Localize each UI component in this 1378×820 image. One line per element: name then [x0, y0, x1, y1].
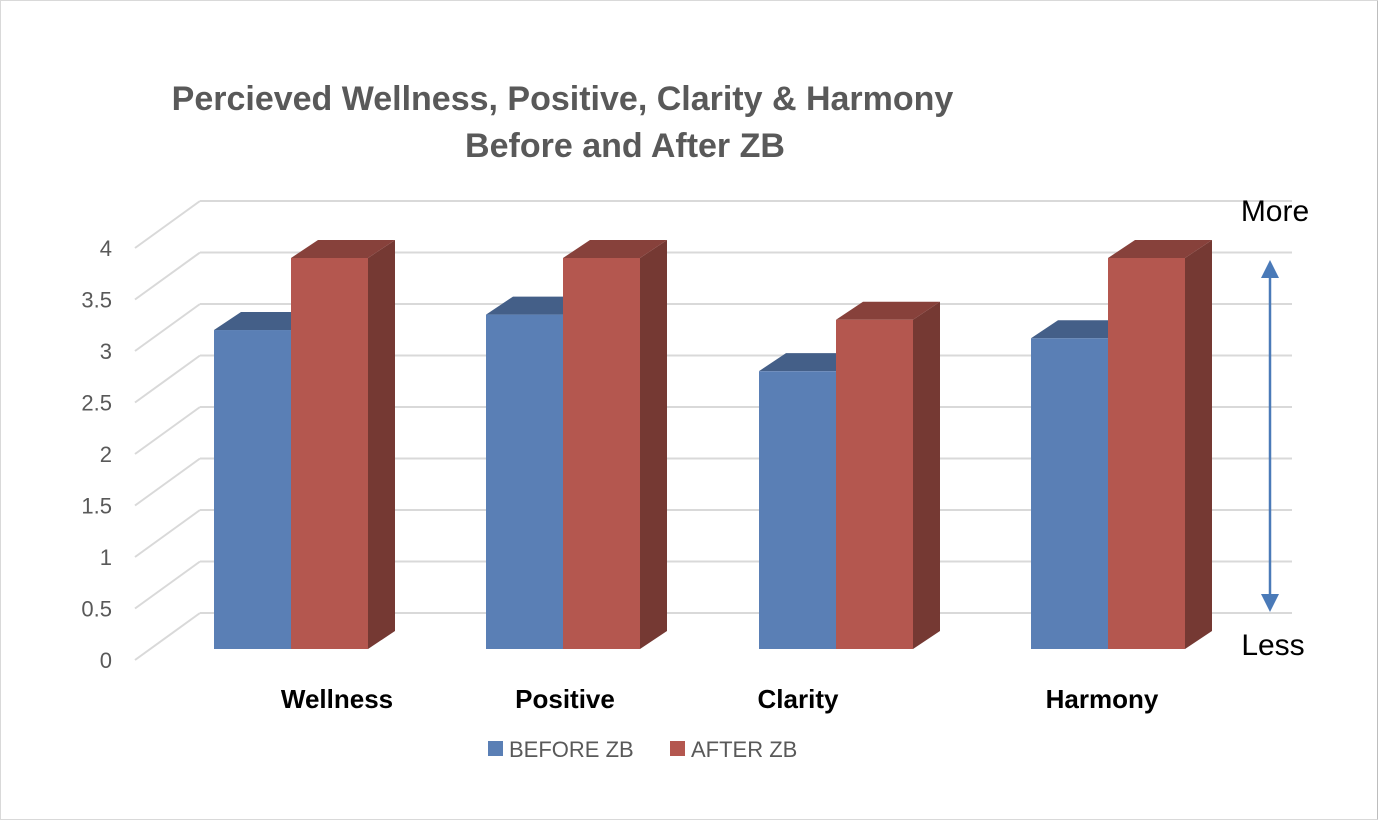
y-tick-label: 2 [100, 442, 112, 467]
y-tick-label: 0.5 [81, 597, 112, 622]
gridline-diagonal [134, 406, 201, 455]
bar-after-zb-harmony [1108, 240, 1212, 649]
gridline-diagonal [134, 612, 201, 661]
bar-front [1031, 338, 1108, 649]
legend-swatch [488, 741, 503, 756]
x-category-label: Positive [515, 684, 615, 714]
bar-side [913, 301, 940, 649]
bar-top [563, 240, 667, 258]
gridline-diagonal [134, 303, 201, 352]
y-tick-label: 3.5 [81, 288, 112, 313]
gridline-diagonal [134, 200, 201, 249]
y-tick-label: 4 [100, 236, 112, 261]
bar-front [291, 258, 368, 649]
bar-front [759, 371, 836, 649]
bar-front [563, 258, 640, 649]
bar-after-zb-wellness [291, 240, 395, 649]
gridline-diagonal [134, 354, 201, 404]
gridline-diagonal [134, 560, 201, 610]
x-category-label: Harmony [1046, 684, 1159, 714]
y-tick-label: 1.5 [81, 494, 112, 519]
bar-top [291, 240, 395, 258]
bar-front [214, 330, 291, 649]
y-axis-ticks: 0 0.5 1 1.5 2 2.5 3 3.5 4 [81, 236, 112, 673]
legend-swatch [670, 741, 685, 756]
bar-front [486, 314, 563, 649]
y-tick-label: 3 [100, 339, 112, 364]
arrow-up-head [1261, 260, 1279, 278]
gridline-diagonal [134, 457, 201, 507]
bar-front [1108, 258, 1185, 649]
y-tick-label: 0 [100, 648, 112, 673]
annotation-layer: More Less [1241, 195, 1309, 662]
x-category-label: Clarity [758, 684, 839, 714]
bar-top [1108, 240, 1212, 258]
gridline-diagonal [134, 251, 201, 301]
chart-title-line2: Before and After ZB [465, 127, 785, 165]
bar-layer [214, 240, 1212, 649]
bar-side [1185, 240, 1212, 649]
legend: BEFORE ZB AFTER ZB [488, 737, 797, 762]
arrow-down-head [1261, 594, 1279, 612]
bar-after-zb-clarity [836, 301, 940, 649]
legend-label: BEFORE ZB [509, 737, 634, 762]
y-tick-label: 1 [100, 545, 112, 570]
y-tick-label: 2.5 [81, 391, 112, 416]
bar-front [836, 319, 913, 649]
x-axis-categories: Wellness Positive Clarity Harmony [281, 684, 1159, 714]
bar-after-zb-positive [563, 240, 667, 649]
annotation-more: More [1241, 195, 1309, 228]
x-category-label: Wellness [281, 684, 393, 714]
bar-side [368, 240, 395, 649]
chart-title-line1: Percieved Wellness, Positive, Clarity & … [171, 80, 954, 118]
bar-top [836, 301, 940, 320]
annotation-less: Less [1241, 629, 1304, 662]
chart-title: Percieved Wellness, Positive, Clarity & … [120, 76, 1220, 170]
gridline-diagonal [134, 509, 201, 558]
legend-label: AFTER ZB [691, 737, 797, 762]
bar-side [640, 240, 667, 649]
